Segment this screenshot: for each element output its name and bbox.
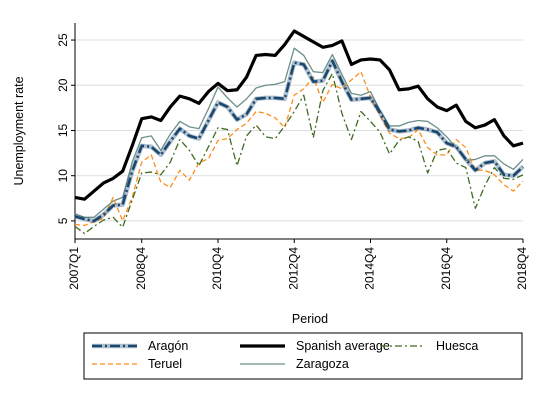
y-tick-label: 5	[56, 217, 70, 224]
x-tick-label: 2012Q4	[286, 247, 300, 290]
legend-label: Spanish average	[296, 339, 390, 353]
axes	[71, 23, 524, 243]
y-axis-title: Unemployment rate	[12, 76, 26, 185]
y-tick-label: 20	[56, 78, 70, 92]
legend-label: Aragón	[148, 339, 188, 353]
tick-labels: 5 10 15 20 25 2007Q1 2008Q4 2010Q4 2012Q4 2014Q4 2…	[56, 33, 529, 290]
legend-label: Huesca	[436, 339, 478, 353]
legend-box	[83, 332, 523, 380]
x-tick-label: 2010Q4	[210, 247, 224, 290]
series-line-4	[74, 71, 524, 227]
series-lines	[74, 29, 525, 235]
x-tick-label: 2018Q4	[515, 247, 529, 290]
legend-label: Zaragoza	[296, 357, 349, 371]
y-tick-label: 15	[56, 123, 70, 137]
series-line-1	[74, 59, 524, 223]
x-tick-label: 2014Q4	[363, 247, 377, 290]
y-tick-label: 10	[56, 169, 70, 183]
x-tick-label: 2008Q4	[134, 247, 148, 290]
x-tick-label: 2007Q1	[67, 247, 81, 290]
series-line-2	[74, 29, 524, 201]
legend-label: Teruel	[148, 357, 182, 371]
legend: Aragón Spanish average Huesca Teruel Zaragoz…	[83, 332, 523, 380]
y-tick-label: 25	[56, 33, 70, 47]
series-line-3	[74, 72, 524, 235]
x-tick-label: 2016Q4	[439, 247, 453, 290]
x-axis-title: Period	[292, 312, 328, 326]
grid-lines	[75, 39, 523, 222]
series-line-5	[74, 47, 524, 218]
